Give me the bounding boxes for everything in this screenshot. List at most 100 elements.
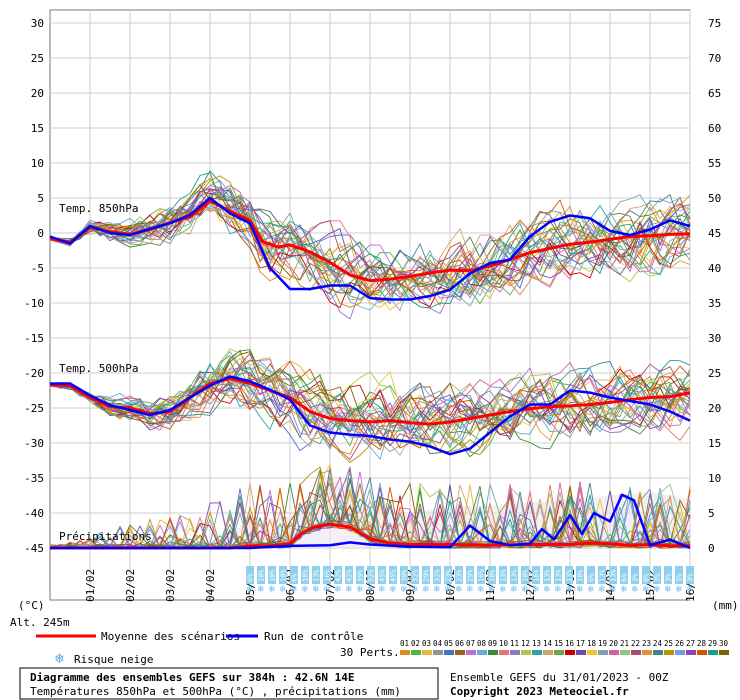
- snow-risk-value: 13%: [599, 569, 607, 582]
- member-t500-line: [49, 374, 691, 456]
- member-legend: 01 02 03 04 05 06 07 08 09 10 11 12 13 14 15 16 17 18 19 20…: [400, 639, 729, 655]
- left-tick-label: 5: [37, 192, 44, 205]
- snowflake-icon: ❄: [367, 585, 375, 595]
- snow-risk-cell: [554, 566, 562, 584]
- member-color-swatch: [686, 650, 696, 655]
- member-id-label: 29: [708, 639, 717, 648]
- member-color-swatch: [697, 650, 707, 655]
- mean-precip-line: [50, 522, 690, 550]
- left-axis-ticks: 30 25 20 15 10 5 0 -5 -10 -15 -20 -25 -30 -35 -40 -45: [24, 17, 44, 555]
- snow-risk-cell: [455, 566, 463, 584]
- footer-title: Diagramme des ensembles GEFS sur 384h : …: [30, 671, 355, 684]
- snow-risk-value: 10%: [489, 569, 497, 582]
- snowflake-icon: ❄: [598, 585, 606, 595]
- snowflake-icon: ❄: [477, 585, 485, 595]
- right-tick-label: 70: [708, 52, 721, 65]
- snowflake-icon: ❄: [565, 585, 573, 595]
- right-axis-unit: (mm): [712, 599, 739, 612]
- right-tick-label: 60: [708, 122, 721, 135]
- member-color-swatch: [653, 650, 663, 655]
- left-tick-label: -25: [24, 402, 44, 415]
- member-color-swatch: [477, 650, 487, 655]
- snowflake-icon: ❄: [279, 585, 287, 595]
- member-color-swatch: [576, 650, 586, 655]
- snowflake-icon: ❄: [389, 585, 397, 595]
- snowflake-icon: ❄: [609, 585, 617, 595]
- member-color-swatch: [708, 650, 718, 655]
- footer: Diagramme des ensembles GEFS sur 384h : …: [19, 667, 669, 700]
- member-color-swatch: [554, 650, 564, 655]
- right-tick-label: 30: [708, 332, 721, 345]
- member-id-label: 18: [587, 639, 597, 648]
- snow-risk-value: 13%: [555, 569, 563, 582]
- snow-risk-value: 39%: [401, 569, 409, 582]
- snowflake-icon: ❄: [675, 585, 683, 595]
- snow-risk-cell: [576, 566, 584, 584]
- member-t500-line: [49, 359, 691, 432]
- snow-risk-cell: [466, 566, 474, 584]
- legend-snow-label: Risque neige: [74, 653, 153, 666]
- left-tick-label: -20: [24, 367, 44, 380]
- snow-risk-cell: [565, 566, 573, 584]
- snowflake-icon: ❄: [455, 585, 463, 595]
- snow-risk-cell: [367, 566, 375, 584]
- member-color-swatch: [400, 650, 410, 655]
- member-id-label: 06: [455, 639, 465, 648]
- legend-perturbations-label: 30 Perts.: [340, 646, 400, 659]
- snow-risk-value: 13%: [544, 569, 552, 582]
- snow-risk-cell: [499, 566, 507, 584]
- snowflake-icon: ❄: [378, 585, 386, 595]
- snow-risk-value: 42%: [346, 569, 354, 582]
- member-id-label: 22: [631, 639, 640, 648]
- member-color-swatch: [422, 650, 432, 655]
- member-t500-line: [49, 371, 691, 452]
- member-id-label: 19: [598, 639, 607, 648]
- snow-risk-value: 32%: [434, 569, 442, 582]
- snowflake-icon: ❄: [554, 585, 562, 595]
- snow-risk-value: 6%: [247, 573, 255, 582]
- member-id-label: 01: [400, 639, 409, 648]
- member-color-swatch: [620, 650, 630, 655]
- control-t500-line: [50, 375, 691, 456]
- member-color-swatch: [433, 650, 443, 655]
- snow-risk-value: 23%: [445, 569, 453, 582]
- member-t500-line: [49, 368, 691, 441]
- snow-risk-cell: [488, 566, 496, 584]
- snow-risk-cell: [477, 566, 485, 584]
- member-t850-line: [49, 196, 691, 297]
- right-tick-label: 10: [708, 472, 721, 485]
- snow-risk-cell: [422, 566, 430, 584]
- right-tick-label: 35: [708, 297, 721, 310]
- snow-risk-value: 23%: [456, 569, 464, 582]
- right-tick-label: 50: [708, 192, 721, 205]
- snowflake-icon: ❄: [54, 652, 65, 667]
- main-series: [49, 196, 691, 550]
- snow-risk-cell: [653, 566, 661, 584]
- left-tick-label: 0: [37, 227, 44, 240]
- snow-risk-cell: [686, 566, 694, 584]
- member-color-swatch: [411, 650, 421, 655]
- snowflake-icon: ❄: [510, 585, 518, 595]
- member-id-label: 30: [719, 639, 729, 648]
- snow-risk-cell: [334, 566, 342, 584]
- member-t500-line: [49, 360, 691, 451]
- snow-risk-value: 32%: [412, 569, 420, 582]
- member-t850-line: [49, 187, 691, 288]
- right-tick-label: 65: [708, 87, 721, 100]
- snow-risk-value: 13%: [610, 569, 618, 582]
- right-tick-label: 25: [708, 367, 721, 380]
- member-id-label: 13: [532, 639, 541, 648]
- footer-run: Ensemble GEFS du 31/01/2023 - 00Z: [450, 671, 669, 684]
- snow-risk-cell: [675, 566, 683, 584]
- member-id-label: 21: [620, 639, 629, 648]
- snow-risk-cell: [345, 566, 353, 584]
- member-color-swatch: [565, 650, 575, 655]
- snow-risk-cell: [631, 566, 639, 584]
- label-t500: Temp. 500hPa: [59, 362, 138, 375]
- snow-risk-cell: [664, 566, 672, 584]
- member-id-label: 28: [697, 639, 707, 648]
- x-tick-label: 01/02: [84, 569, 97, 602]
- snow-risk-value: 45%: [390, 569, 398, 582]
- left-tick-label: 15: [31, 122, 44, 135]
